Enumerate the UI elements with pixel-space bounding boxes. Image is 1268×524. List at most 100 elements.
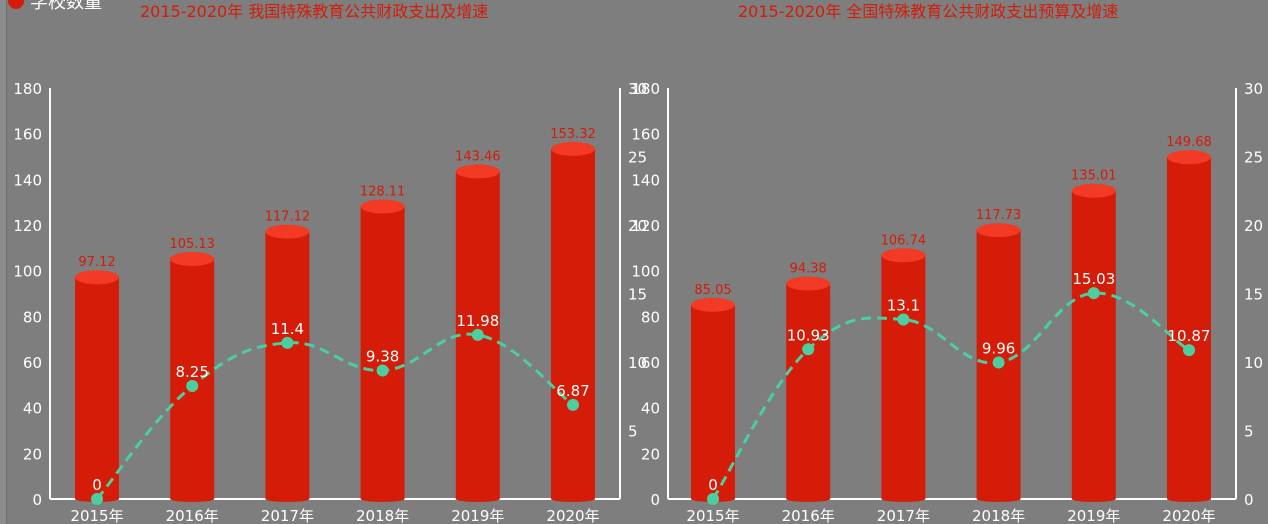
left-x-tick-label: 2015年: [70, 507, 123, 524]
right-y2-tick-label: 30: [1244, 80, 1263, 98]
right-bar-base: [1167, 496, 1211, 502]
left-growth-value-label: 9.38: [366, 347, 399, 365]
left-growth-value-label: 8.25: [175, 363, 208, 381]
right-y2-tick-label: 5: [1244, 423, 1254, 441]
left-bar-value-label: 97.12: [78, 255, 115, 270]
right-x-tick-label: 2017年: [877, 507, 930, 524]
left-bar-base: [170, 496, 215, 502]
right-growth-line: [711, 291, 1190, 500]
left-x-tick-label: 2020年: [546, 507, 599, 524]
left-bar-base: [360, 496, 405, 502]
left-growth-value-label: 11.4: [271, 320, 304, 338]
right-growth-point: [992, 356, 1005, 369]
left-y-tick-label: 20: [23, 445, 42, 463]
right-bar-value-label: 106.74: [881, 233, 927, 248]
left-y2-tick-label: 30: [628, 80, 647, 98]
right-growth-value-label: 9.96: [982, 340, 1015, 358]
left-bar-value-label: 105.13: [169, 237, 215, 252]
left-bar-top: [265, 224, 310, 239]
left-y2-tick-label: 5: [628, 423, 638, 441]
right-bar-base: [881, 496, 926, 502]
left-growth-line: [95, 332, 574, 500]
left-bar: [265, 231, 310, 500]
left-y-tick-label: 120: [13, 217, 42, 235]
left-bar: [551, 148, 595, 500]
left-bar-value-label: 117.12: [265, 210, 311, 225]
right-y-tick-label: 20: [641, 445, 660, 463]
left-growth-point: [91, 493, 103, 505]
left-bar: [170, 258, 215, 499]
right-bar: [1167, 157, 1211, 500]
right-growth-value-label: 0: [708, 476, 718, 494]
right-bar-base: [786, 496, 831, 502]
left-y-tick-label: 100: [13, 263, 42, 281]
right-bar-value-label: 135.01: [1071, 169, 1117, 184]
left-y-tick-label: 0: [32, 491, 42, 509]
left-growth-point: [281, 336, 294, 349]
right-y-tick-label: 100: [631, 263, 660, 281]
left-bar-top: [360, 199, 405, 214]
right-y-tick-label: 120: [631, 217, 660, 235]
right-y-tick-label: 160: [631, 126, 660, 144]
right-bar: [691, 304, 735, 499]
right-y2-tick-label: 25: [1244, 149, 1263, 167]
right-bar: [1071, 190, 1116, 499]
left-bar-value-label: 153.32: [550, 127, 596, 142]
legend[interactable]: 学校数量: [8, 0, 102, 14]
right-growth-value-label: 10.87: [1168, 327, 1211, 345]
chart-title-right: 2015-2020年 全国特殊教育公共财政支出预算及增速: [738, 2, 1119, 21]
left-bar-base: [455, 496, 500, 502]
right-growth-point: [897, 313, 910, 326]
left-bar: [360, 206, 405, 499]
left-x-tick-label: 2019年: [451, 507, 504, 524]
left-y-tick-label: 180: [13, 80, 42, 98]
left-x-tick-label: 2016年: [166, 507, 219, 524]
right-y2-tick-label: 20: [1244, 217, 1263, 235]
right-growth-point: [707, 493, 719, 505]
left-y2-tick-label: 20: [628, 217, 647, 235]
left-y-tick-label: 80: [23, 308, 42, 326]
left-bar: [75, 277, 119, 499]
right-bar-value-label: 85.05: [694, 283, 731, 298]
right-bar-top: [786, 276, 831, 291]
right-bar-top: [976, 223, 1021, 238]
right-growth-point: [1087, 287, 1100, 300]
right-y2-tick-label: 0: [1244, 491, 1254, 509]
left-y2-tick-label: 15: [628, 286, 647, 304]
right-x-tick-label: 2019年: [1067, 507, 1120, 524]
right-y-tick-label: 0: [650, 491, 660, 509]
right-y-tick-label: 180: [631, 80, 660, 98]
right-bar: [881, 255, 926, 499]
left-bar-base: [551, 496, 595, 502]
left-y-tick-label: 160: [13, 126, 42, 144]
left-bar-value-label: 143.46: [455, 149, 501, 164]
right-y-tick-label: 60: [641, 354, 660, 372]
right-bar: [786, 283, 831, 499]
right-x-tick-label: 2018年: [972, 507, 1025, 524]
left-y2-tick-label: 10: [628, 354, 647, 372]
right-growth-point: [802, 343, 815, 356]
right-y-tick-label: 140: [631, 171, 660, 189]
legend-label: 学校数量: [30, 0, 102, 13]
chart-title-left: 2015-2020年 我国特殊教育公共财政支出及增速: [140, 2, 489, 21]
right-bar-base: [976, 496, 1021, 502]
right-growth-value-label: 13.1: [887, 297, 920, 315]
left-growth-point: [186, 379, 199, 392]
right-y2-tick-label: 10: [1244, 354, 1263, 372]
left-growth-point: [567, 398, 579, 411]
red-dot-icon: [8, 0, 24, 9]
left-growth-value-label: 0: [92, 476, 102, 494]
left-y-tick-label: 40: [23, 400, 42, 418]
left-bar-top: [455, 164, 500, 179]
left-y-tick-label: 60: [23, 354, 42, 372]
right-bar-top: [881, 248, 926, 263]
right-growth-value-label: 10.93: [787, 326, 830, 344]
right-bar-value-label: 149.68: [1166, 135, 1212, 150]
right-growth-point: [1183, 344, 1195, 357]
right-y2-tick-label: 15: [1244, 286, 1263, 304]
window-edge: [0, 0, 7, 524]
left-bar-value-label: 128.11: [360, 184, 406, 199]
right-bar-top: [1167, 150, 1211, 165]
right-x-tick-label: 2015年: [686, 507, 739, 524]
right-y-tick-label: 40: [641, 400, 660, 418]
